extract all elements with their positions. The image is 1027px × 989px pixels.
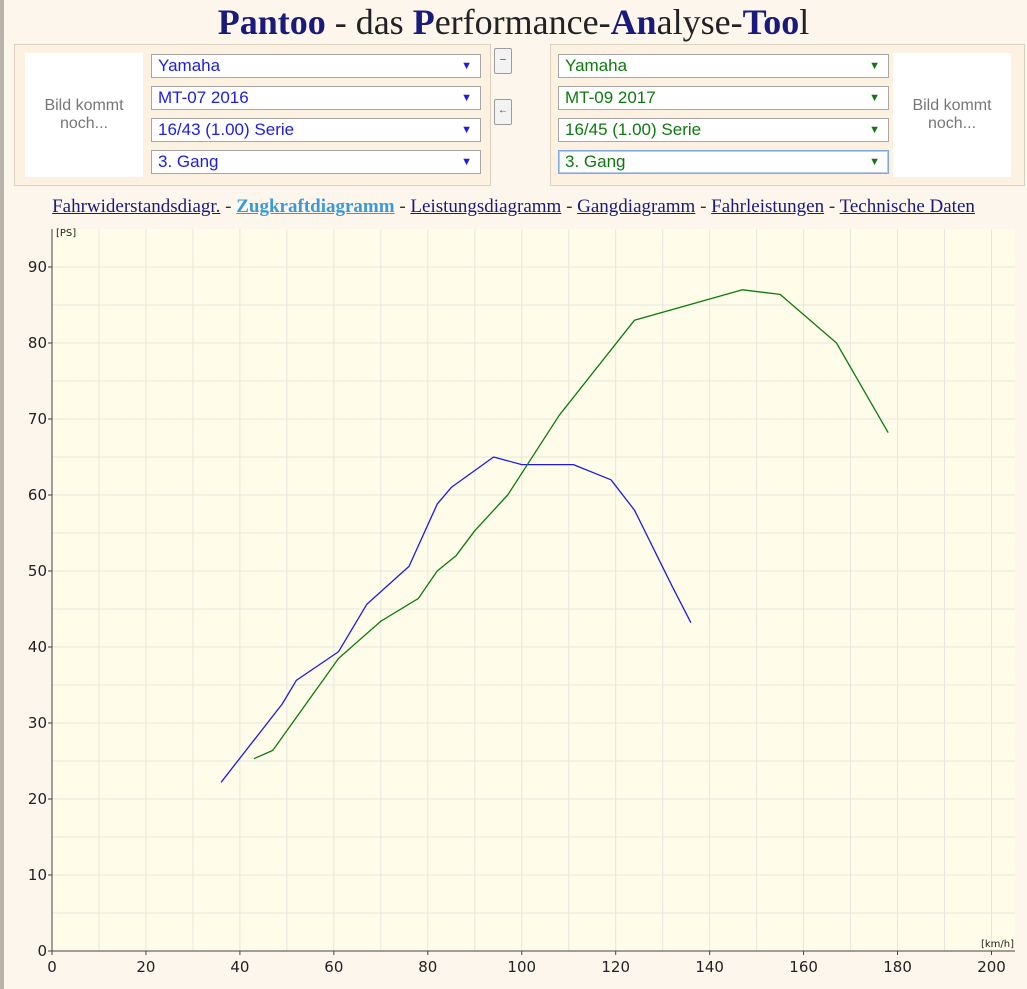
y-tick-label: 0 (37, 942, 47, 960)
x-tick-label: 160 (789, 958, 818, 976)
x-tick-label: 180 (883, 958, 912, 976)
y-tick-label: 10 (28, 866, 47, 884)
title-part: erformance- (434, 2, 611, 42)
diagram-tab-nav: Fahrwiderstandsdiagr. - Zugkraftdiagramm… (0, 196, 1027, 218)
title-part: P (412, 2, 435, 42)
series-line-2 (253, 289, 889, 760)
y-tick-label: 80 (28, 334, 47, 352)
dropdown-arrow-icon: ▼ (461, 60, 472, 72)
nav-separator: - (824, 196, 840, 217)
right-gear-select[interactable]: 3. Gang ▼ (558, 150, 889, 174)
x-tick-label: 20 (136, 958, 155, 976)
left-gear-select[interactable]: 3. Gang ▼ (151, 150, 481, 174)
tab-fahrleistungen[interactable]: Fahrleistungen (711, 196, 825, 217)
title-part: alyse- (656, 2, 743, 42)
nav-separator: - (561, 196, 578, 217)
tab-leistungsdiagramm[interactable]: Leistungsdiagramm (410, 196, 562, 217)
x-tick-label: 60 (324, 958, 343, 976)
tab-gangdiagramm[interactable]: Gangdiagramm (577, 196, 696, 217)
dropdown-arrow-icon: ▼ (461, 156, 472, 168)
title-part: Pantoo (217, 2, 326, 42)
left-bike-image-placeholder: Bild kommt noch... (25, 53, 143, 177)
tab-fahrwiderstandsdiagr[interactable]: Fahrwiderstandsdiagr. (52, 196, 221, 217)
y-tick-label: 70 (28, 410, 47, 428)
x-tick-label: 100 (507, 958, 536, 976)
dropdown-arrow-icon: ▼ (869, 60, 880, 72)
left-model-select[interactable]: MT-07 2016 ▼ (151, 86, 481, 110)
right-model-select[interactable]: MT-09 2017 ▼ (558, 86, 889, 110)
dropdown-arrow-icon: ▼ (461, 124, 472, 136)
left-manufacturer-select[interactable]: Yamaha ▼ (151, 54, 481, 78)
left-model-value: MT-07 2016 (158, 88, 249, 107)
left-gearing-value: 16/43 (1.00) Serie (158, 120, 295, 139)
x-tick-label: 40 (230, 958, 249, 976)
y-tick-label: 60 (28, 486, 47, 504)
plot-area (52, 229, 1015, 951)
nav-separator: - (695, 196, 712, 217)
x-tick-label: 200 (977, 958, 1006, 976)
left-gear-value: 3. Gang (158, 152, 219, 171)
right-bike-image-placeholder: Bild kommt noch... (893, 53, 1011, 177)
right-manufacturer-value: Yamaha (565, 56, 628, 75)
window-left-border (0, 0, 4, 989)
y-tick-label: 20 (28, 790, 47, 808)
y-axis-unit-label: [PS] (56, 228, 76, 239)
right-gearing-select[interactable]: 16/45 (1.00) Serie ▼ (558, 118, 889, 142)
left-gearing-select[interactable]: 16/43 (1.00) Serie ▼ (151, 118, 481, 142)
nav-separator: - (394, 196, 411, 217)
dropdown-arrow-icon: ▼ (869, 92, 880, 104)
page-title: Pantoo - das Performance-Analyse-Tool (0, 0, 1027, 44)
y-tick-label: 40 (28, 638, 47, 656)
x-tick-label: 80 (418, 958, 437, 976)
right-gearing-value: 16/45 (1.00) Serie (565, 120, 702, 139)
series-line-1 (220, 456, 692, 783)
title-part: l (799, 2, 810, 42)
title-part: An (610, 2, 657, 42)
dropdown-arrow-icon: ▼ (461, 92, 472, 104)
title-part: - das (325, 2, 413, 42)
tab-technische-daten[interactable]: Technische Daten (839, 196, 975, 217)
y-tick-label: 30 (28, 714, 47, 732)
tab-zugkraftdiagramm[interactable]: Zugkraftdiagramm (236, 196, 395, 217)
right-manufacturer-select[interactable]: Yamaha ▼ (558, 54, 889, 78)
title-part: Too (742, 2, 800, 42)
x-tick-label: 0 (47, 958, 57, 976)
swap-arrow-button[interactable]: ← (494, 99, 512, 125)
x-tick-label: 140 (695, 958, 724, 976)
y-tick-label: 50 (28, 562, 47, 580)
x-tick-label: 120 (601, 958, 630, 976)
left-bike-panel: Bild kommt noch... Yamaha ▼ MT-07 2016 ▼ 1… (14, 44, 491, 186)
remove-comparison-button[interactable]: – (494, 48, 512, 74)
right-gear-value: 3. Gang (565, 152, 626, 171)
right-bike-panel: Yamaha ▼ MT-09 2017 ▼ 16/45 (1.00) Serie ▼ … (550, 44, 1025, 186)
nav-separator: - (220, 196, 237, 217)
dropdown-arrow-icon: ▼ (869, 124, 880, 136)
right-model-value: MT-09 2017 (565, 88, 656, 107)
x-axis-unit-label: [km/h] (981, 939, 1014, 950)
y-tick-label: 90 (28, 258, 47, 276)
left-manufacturer-value: Yamaha (158, 56, 221, 75)
dropdown-arrow-icon: ▼ (869, 156, 880, 168)
power-chart: 0 20 40 60 80 100 120 140 160 180 200 0 10 20 30 40 50 60… (28, 228, 1015, 976)
